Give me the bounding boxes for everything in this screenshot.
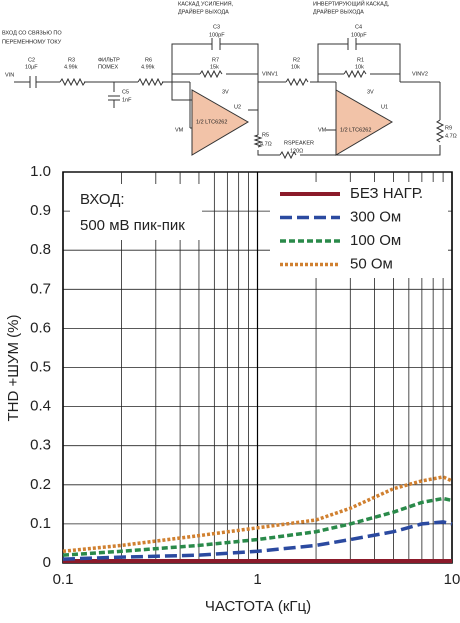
schematic: ВХОД СО СВЯЗЬЮ ПО ПЕРЕМЕННОМУ ТОКУ КАСКАД … bbox=[2, 0, 457, 160]
schematic-label: R3 bbox=[68, 57, 75, 63]
schematic-label: ДРАЙВЕР ВЫХОДА bbox=[178, 7, 229, 15]
schematic-label: 10k bbox=[291, 64, 300, 70]
schematic-label: 120Ω bbox=[290, 148, 303, 154]
schematic-label: ИНВЕРТИРУЮЩИЙ КАСКАД, bbox=[313, 0, 390, 7]
series-line bbox=[62, 475, 453, 554]
y-tick-label: 0.6 bbox=[30, 319, 51, 336]
annotation: 500 мВ пик-пик bbox=[80, 217, 185, 234]
schematic-label: VIN bbox=[5, 72, 14, 78]
legend-label: 100 Ом bbox=[350, 232, 401, 249]
schematic-label: 1nF bbox=[122, 97, 132, 103]
schematic-label: RSPEAKER bbox=[284, 140, 314, 146]
series-line bbox=[62, 496, 453, 557]
schematic-label: R7 bbox=[212, 57, 219, 63]
op-amp bbox=[335, 89, 393, 156]
schematic-label: U2 bbox=[234, 104, 241, 110]
schematic-label: R6 bbox=[145, 57, 152, 63]
schematic-label: VM bbox=[318, 127, 327, 133]
y-axis-title: THD +ШУМ (%) bbox=[5, 314, 22, 421]
y-tick-label: 0.7 bbox=[30, 280, 51, 297]
schematic-label: 3V bbox=[367, 89, 374, 95]
schematic-label: C3 bbox=[213, 24, 220, 30]
schematic-label: 100pF bbox=[209, 32, 225, 38]
schematic-labels: ВХОД СО СВЯЗЬЮ ПО ПЕРЕМЕННОМУ ТОКУ КАСКАД … bbox=[2, 0, 457, 154]
schematic-label: 4.7Ω bbox=[445, 133, 457, 139]
schematic-label: 10k bbox=[355, 64, 364, 70]
annotation: ВХОД: bbox=[80, 191, 125, 208]
y-tick-label: 0.9 bbox=[30, 202, 51, 219]
schematic-label: 1/2 LTC6262 bbox=[196, 119, 227, 125]
schematic-label: R5 bbox=[262, 132, 269, 138]
schematic-label: VINV2 bbox=[412, 71, 428, 77]
schematic-label: 100pF bbox=[351, 32, 367, 38]
schematic-label: 15k bbox=[210, 64, 219, 70]
y-tick-label: 0.4 bbox=[30, 398, 51, 415]
schematic-label: ФИЛЬТР bbox=[98, 57, 120, 63]
y-tick-label: 0.5 bbox=[30, 358, 51, 375]
schematic-label: 10µF bbox=[25, 64, 38, 70]
schematic-label: ВХОД СО СВЯЗЬЮ ПО bbox=[2, 30, 62, 36]
legend-label: 50 Ом bbox=[350, 255, 393, 272]
schematic-label: 4.99k bbox=[141, 64, 155, 70]
y-tick-label: 0.8 bbox=[30, 241, 51, 258]
schematic-label: ДРАЙВЕР ВЫХОДА bbox=[313, 7, 364, 15]
chart: ЧАСТОТА (кГц) THD +ШУМ (%) 00.10.20.30.4… bbox=[5, 163, 460, 615]
schematic-label: 4.7Ω bbox=[260, 141, 272, 147]
schematic-label: 1/2 LTC6262 bbox=[340, 127, 371, 133]
legend-label: БЕЗ НАГР. bbox=[350, 185, 423, 202]
schematic-label: C5 bbox=[122, 89, 129, 95]
x-axis-title: ЧАСТОТА (кГц) bbox=[205, 598, 311, 615]
y-tick-label: 0 bbox=[43, 554, 51, 571]
schematic-label: VINV1 bbox=[262, 71, 278, 77]
schematic-label: ПЕРЕМЕННОМУ ТОКУ bbox=[2, 39, 62, 45]
schematic-label: 4.99k bbox=[64, 64, 78, 70]
schematic-label: КАСКАД УСИЛЕНИЯ, bbox=[178, 1, 234, 7]
y-tick-label: 0.1 bbox=[30, 515, 51, 532]
schematic-label: R1 bbox=[357, 57, 364, 63]
op-amp bbox=[191, 89, 249, 156]
legend-box bbox=[270, 182, 448, 278]
schematic-label: R9 bbox=[445, 125, 452, 131]
schematic-label: U1 bbox=[381, 104, 388, 110]
schematic-label: R2 bbox=[293, 57, 300, 63]
schematic-label: 3V bbox=[222, 89, 229, 95]
x-tick-label: 1 bbox=[253, 571, 261, 588]
y-tick-label: 0.2 bbox=[30, 476, 51, 493]
schematic-label: ПОМЕХ bbox=[98, 64, 118, 70]
wires bbox=[14, 38, 445, 160]
y-tick-label: 0.3 bbox=[30, 437, 51, 454]
legend-label: 300 Ом bbox=[350, 208, 401, 225]
x-tick-label: 10 bbox=[444, 571, 460, 588]
annotation-box bbox=[70, 184, 202, 240]
y-tick-label: 1.0 bbox=[30, 163, 51, 180]
schematic-label: C2 bbox=[28, 57, 35, 63]
schematic-label: VM bbox=[175, 127, 184, 133]
x-tick-label: 0.1 bbox=[53, 571, 74, 588]
schematic-label: C4 bbox=[355, 24, 362, 30]
